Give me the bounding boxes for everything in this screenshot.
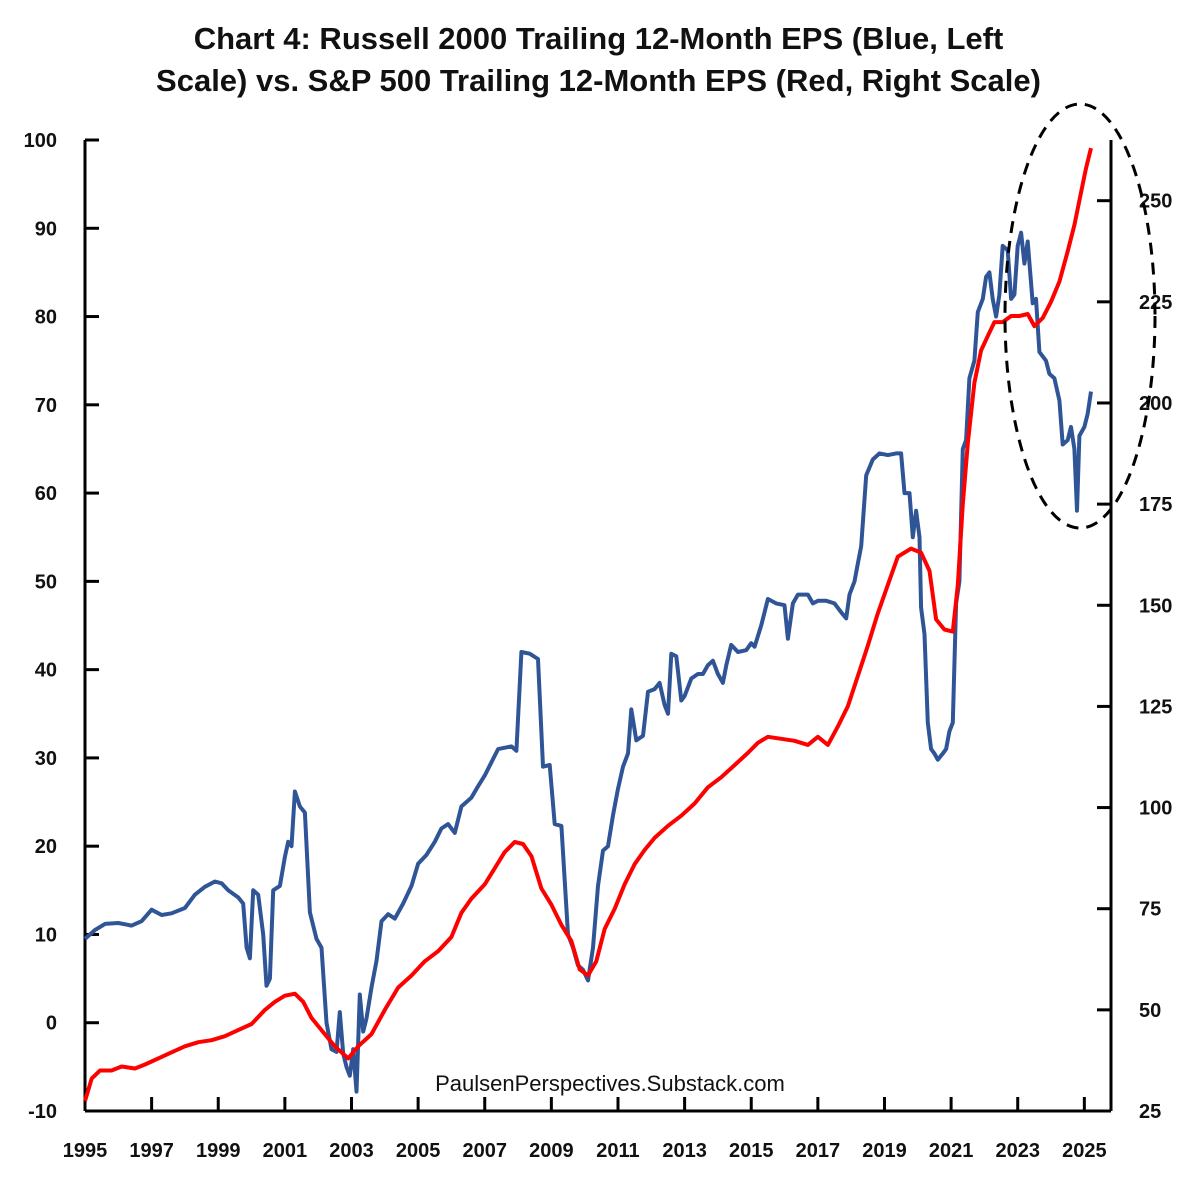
chart-title-line-1: Chart 4: Russell 2000 Trailing 12-Month … [193, 21, 1004, 56]
left-tick-label: 60 [35, 483, 57, 505]
x-tick-label: 1999 [196, 1140, 241, 1162]
source-label: PaulsenPerspectives.Substack.com [435, 1071, 785, 1096]
left-tick-label: 30 [35, 748, 57, 770]
x-tick-label: 2015 [729, 1140, 774, 1162]
russell-2000-eps-line [83, 230, 1093, 1094]
right-tick-label: 75 [1139, 899, 1161, 921]
right-tick-label: 200 [1139, 393, 1172, 415]
right-tick-label: 25 [1139, 1101, 1161, 1123]
left-tick-label: 90 [35, 218, 57, 240]
left-tick-label: 0 [46, 1013, 57, 1035]
x-tick-label: 2009 [529, 1140, 574, 1162]
left-tick-label: 10 [35, 924, 57, 946]
x-tick-label: 2003 [329, 1140, 374, 1162]
right-tick-label: 225 [1139, 292, 1172, 314]
x-tick-label: 1995 [63, 1140, 108, 1162]
chart-title: Chart 4: Russell 2000 Trailing 12-Month … [0, 18, 1197, 102]
left-tick-label: 100 [24, 130, 57, 152]
x-tick-label: 2011 [596, 1140, 639, 1162]
sp500-eps-line [83, 147, 1093, 1102]
left-tick-label: 40 [35, 660, 57, 682]
left-tick-label: -10 [28, 1101, 57, 1123]
x-tick-label: 2017 [796, 1140, 841, 1162]
right-axis-ticks: 250 225 200 175 150 125 100 75 50 25 [1097, 191, 1172, 1123]
chart-title-line-2: Scale) vs. S&P 500 Trailing 12-Month EPS… [156, 63, 1041, 98]
x-tick-label: 2005 [396, 1140, 441, 1162]
right-tick-label: 125 [1139, 696, 1172, 718]
right-tick-label: 50 [1139, 1000, 1161, 1022]
x-tick-label: 1997 [129, 1140, 174, 1162]
right-tick-label: 250 [1139, 191, 1172, 213]
left-tick-label: 20 [35, 836, 57, 858]
x-tick-label: 2001 [263, 1140, 308, 1162]
right-tick-label: 150 [1139, 595, 1172, 617]
x-tick-label: 2013 [662, 1140, 707, 1162]
x-axis-ticks: 1995 1997 1999 2001 2003 2005 2007 2009 2011 2013… [63, 1097, 1107, 1162]
x-tick-label: 2023 [995, 1140, 1040, 1162]
left-tick-label: 70 [35, 395, 57, 417]
x-tick-label: 2021 [929, 1140, 974, 1162]
left-tick-label: 50 [35, 571, 57, 593]
x-tick-label: 2025 [1062, 1140, 1107, 1162]
right-tick-label: 100 [1139, 798, 1172, 820]
right-tick-label: 175 [1139, 494, 1172, 516]
x-tick-label: 2007 [462, 1140, 507, 1162]
left-tick-label: 80 [35, 307, 57, 329]
divergence-highlight-ellipse [1003, 102, 1157, 530]
x-tick-label: 2019 [862, 1140, 907, 1162]
